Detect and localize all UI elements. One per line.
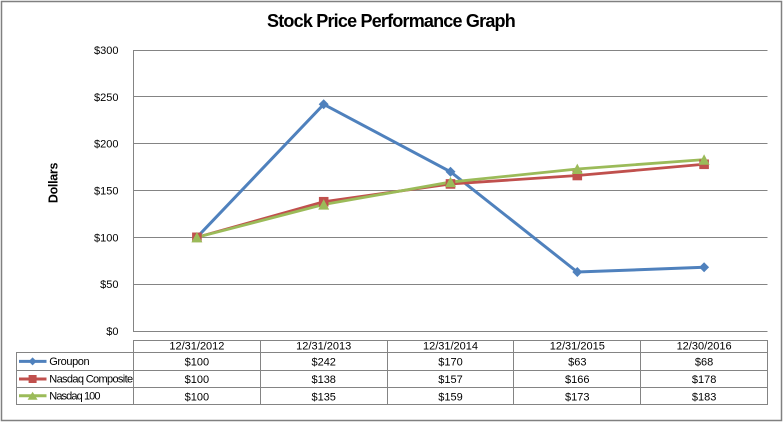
svg-text:$200: $200: [94, 139, 118, 151]
svg-text:12/31/2013: 12/31/2013: [296, 341, 351, 353]
svg-text:$100: $100: [185, 374, 209, 386]
svg-text:$250: $250: [94, 92, 118, 104]
svg-text:$166: $166: [565, 374, 589, 386]
svg-text:$159: $159: [438, 392, 462, 404]
svg-text:$50: $50: [100, 279, 118, 291]
svg-text:$100: $100: [185, 392, 209, 404]
svg-text:Groupon: Groupon: [49, 356, 89, 368]
svg-text:$242: $242: [311, 357, 335, 369]
svg-text:12/31/2012: 12/31/2012: [169, 341, 224, 353]
svg-text:$0: $0: [106, 326, 118, 338]
svg-text:$150: $150: [94, 186, 118, 198]
svg-text:$157: $157: [438, 374, 462, 386]
svg-text:$173: $173: [565, 392, 589, 404]
svg-text:Nasdaq Composite: Nasdaq Composite: [49, 374, 133, 386]
svg-text:$63: $63: [568, 357, 586, 369]
svg-text:Nasdaq 100: Nasdaq 100: [49, 391, 100, 403]
svg-text:$178: $178: [692, 374, 716, 386]
svg-text:$138: $138: [311, 374, 335, 386]
svg-text:$135: $135: [311, 392, 335, 404]
svg-text:$68: $68: [695, 357, 713, 369]
svg-text:12/30/2016: 12/30/2016: [677, 341, 732, 353]
svg-text:12/31/2015: 12/31/2015: [550, 341, 605, 353]
svg-text:$100: $100: [94, 232, 118, 244]
svg-text:$100: $100: [185, 357, 209, 369]
svg-text:$183: $183: [692, 392, 716, 404]
svg-text:Dollars: Dollars: [47, 163, 61, 204]
svg-text:12/31/2014: 12/31/2014: [423, 341, 478, 353]
svg-text:$300: $300: [94, 45, 118, 57]
svg-text:Stock Price Performance Graph: Stock Price Performance Graph: [267, 11, 515, 31]
svg-text:$170: $170: [438, 357, 462, 369]
